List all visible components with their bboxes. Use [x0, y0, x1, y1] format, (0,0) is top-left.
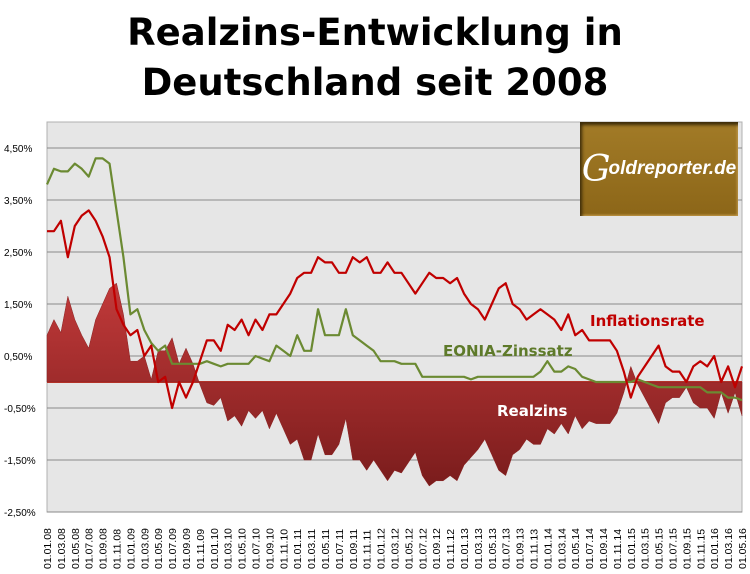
legend-realzins: Realzins: [497, 402, 568, 420]
y-tick-label: 2,50%: [4, 248, 32, 259]
x-tick-label: 01.01.12: [376, 528, 388, 569]
chart-title: Realzins-Entwicklung in Deutschland seit…: [0, 8, 750, 108]
x-tick-label: 01.01.15: [626, 528, 638, 569]
x-tick-label: 01.11.10: [278, 529, 290, 569]
x-tick-label: 01.11.11: [362, 530, 374, 569]
inflationsrate-line: [47, 209, 744, 410]
x-tick-label: 01.07.15: [668, 528, 680, 569]
x-tick-label: 01.09.15: [681, 528, 693, 569]
x-tick-label: 01.01.08: [42, 528, 54, 569]
y-tick-label: 3,50%: [4, 196, 32, 207]
x-tick-label: 01.09.14: [598, 528, 610, 569]
x-tick-label: 01.11.12: [445, 529, 457, 569]
y-tick-label: -2,50%: [4, 508, 36, 519]
x-tick-label: 01.11.08: [112, 529, 124, 569]
x-tick-label: 01.07.11: [334, 529, 346, 569]
x-tick-label: 01.05.11: [320, 529, 332, 569]
x-tick-label: 01.11.09: [195, 529, 207, 569]
x-tick-label: 01.07.13: [501, 528, 513, 569]
x-tick-label: 01.07.08: [84, 528, 96, 569]
x-tick-label: 01.07.12: [417, 528, 429, 569]
title-line-1: Realzins-Entwicklung in: [127, 11, 623, 54]
x-tick-label: 01.05.12: [403, 528, 415, 569]
x-tick-label: 01.03.09: [139, 528, 151, 569]
x-tick-label: 01.01.09: [125, 528, 137, 569]
y-tick-label: 1,50%: [4, 300, 32, 311]
x-tick-label: 01.01.14: [542, 528, 554, 569]
x-tick-label: 01.09.12: [431, 528, 443, 569]
x-tick-label: 01.05.16: [737, 528, 749, 569]
x-tick-label: 01.09.13: [515, 528, 527, 569]
x-tick-label: 01.11.14: [612, 529, 624, 569]
y-tick-label: 4,50%: [4, 144, 32, 155]
title-line-2: Deutschland seit 2008: [141, 61, 609, 104]
x-tick-label: 01.05.15: [654, 528, 666, 569]
x-tick-label: 01.05.13: [487, 528, 499, 569]
x-tick-label: 01.05.10: [237, 528, 249, 569]
y-tick-label: 0,50%: [4, 352, 32, 363]
legend-eonia: EONIA-Zinssatz: [443, 342, 573, 360]
x-tick-label: 01.03.10: [223, 528, 235, 569]
x-tick-label: 01.05.08: [70, 528, 82, 569]
x-tick-label: 01.11.15: [695, 529, 707, 569]
x-tick-label: 01.09.11: [348, 529, 360, 569]
x-tick-label: 01.07.10: [251, 528, 263, 569]
x-tick-label: 01.03.12: [390, 528, 402, 569]
x-tick-label: 01.09.10: [264, 528, 276, 569]
x-tick-label: 01.03.13: [473, 528, 485, 569]
x-tick-label: 01.01.11: [292, 529, 304, 569]
x-tick-label: 01.03.15: [640, 528, 652, 569]
x-tick-label: 01.03.11: [306, 529, 318, 569]
x-tick-label: 01.03.08: [56, 528, 68, 569]
x-tick-label: 01.03.16: [723, 528, 735, 569]
x-tick-label: 01.05.14: [570, 528, 582, 569]
x-tick-label: 01.01.13: [459, 528, 471, 569]
x-tick-label: 01.01.16: [709, 528, 721, 569]
x-tick-label: 01.09.09: [181, 528, 193, 569]
x-tick-label: 01.07.14: [584, 528, 596, 569]
y-tick-label: -1,50%: [4, 456, 36, 467]
x-tick-label: 01.03.14: [556, 528, 568, 569]
x-tick-label: 01.11.13: [529, 529, 541, 569]
legend-inflationsrate: Inflationsrate: [590, 312, 705, 330]
x-tick-label: 01.07.09: [167, 528, 179, 569]
x-tick-label: 01.01.10: [209, 528, 221, 569]
y-tick-label: -0,50%: [4, 404, 36, 415]
x-tick-label: 01.09.08: [98, 528, 110, 569]
x-tick-label: 01.05.09: [153, 528, 165, 569]
